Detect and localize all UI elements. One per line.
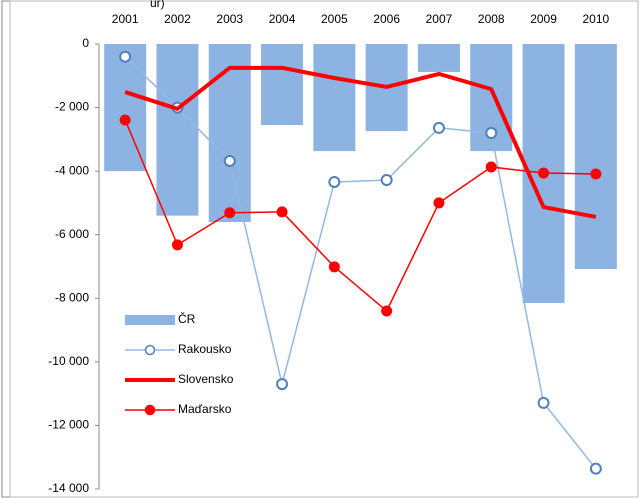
bar	[261, 44, 304, 126]
x-tick-label: 2004	[269, 12, 296, 26]
point	[119, 50, 132, 63]
point	[223, 154, 236, 167]
point	[537, 396, 550, 409]
point	[328, 261, 340, 273]
point	[380, 174, 393, 187]
bar	[208, 44, 251, 222]
x-tick-label: 2005	[321, 12, 348, 26]
y-tick-label: -8 000	[55, 290, 89, 304]
point	[433, 197, 445, 209]
legend-label: Slovensko	[178, 372, 234, 386]
point	[119, 114, 131, 126]
legend-marker	[144, 344, 156, 356]
y-tick-label: -4 000	[55, 163, 89, 177]
y-tick-label: -6 000	[55, 227, 89, 241]
legend-label: Maďarsko	[178, 402, 232, 416]
inner-frame	[9, 0, 639, 498]
point	[538, 167, 550, 179]
x-tick-label: 2009	[530, 12, 557, 26]
line	[124, 119, 596, 312]
y-tick-label: -14 000	[48, 481, 89, 495]
y-tick-label: -10 000	[48, 354, 89, 368]
point	[224, 207, 236, 219]
legend-swatch	[125, 315, 175, 325]
point	[589, 462, 602, 475]
x-tick-label: 2006	[373, 12, 400, 26]
point	[485, 127, 498, 139]
point	[485, 161, 497, 173]
point	[432, 121, 445, 134]
point	[381, 305, 393, 317]
chart-title: ur)	[150, 0, 165, 10]
legend-label: ČR	[178, 311, 196, 326]
x-tick-label: 2002	[164, 12, 191, 26]
bar	[104, 44, 147, 172]
bar	[313, 44, 356, 152]
y-tick-label: -2 000	[55, 100, 89, 114]
y-tick-label: -12 000	[48, 418, 89, 432]
line	[124, 65, 597, 219]
point	[276, 378, 289, 391]
legend-label: Rakousko	[178, 342, 232, 356]
x-tick-label: 2001	[112, 12, 139, 26]
x-tick-label: 2003	[216, 12, 243, 26]
bar	[417, 44, 460, 72]
bar	[156, 44, 199, 216]
x-tick-label: 2007	[426, 12, 453, 26]
x-tick-label: 2008	[478, 12, 505, 26]
point	[276, 206, 288, 218]
y-tick-label: 0	[82, 36, 89, 50]
legend-marker	[144, 404, 156, 416]
bar	[574, 44, 617, 270]
point	[171, 239, 183, 251]
line	[124, 56, 597, 470]
point	[328, 175, 341, 188]
point	[590, 168, 602, 180]
x-tick-label: 2010	[582, 12, 609, 26]
